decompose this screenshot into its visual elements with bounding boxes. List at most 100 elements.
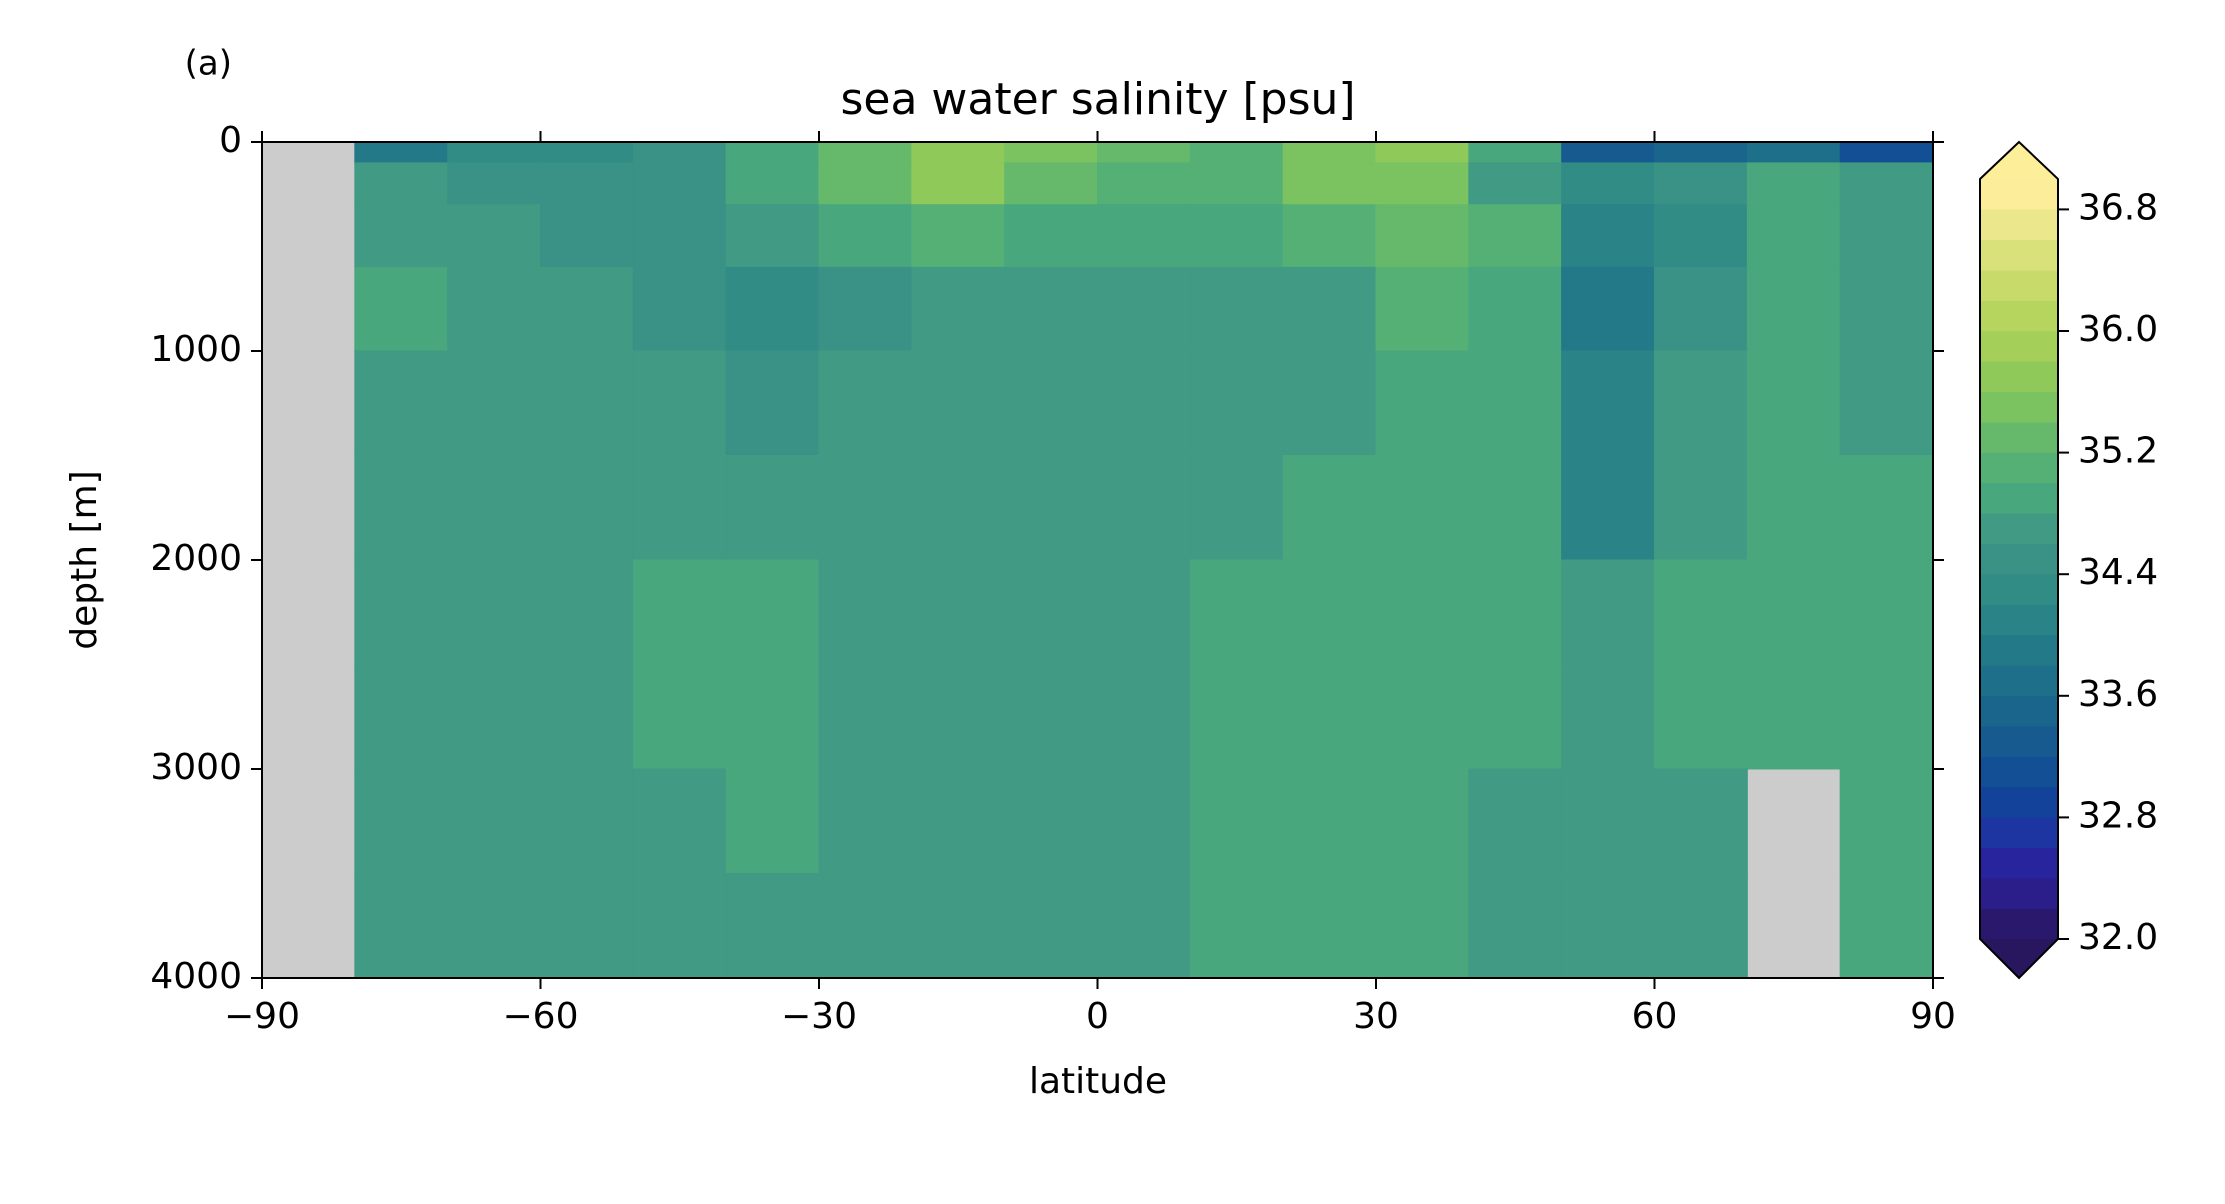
salinity-cell bbox=[1097, 162, 1191, 206]
salinity-cell bbox=[725, 141, 820, 164]
salinity-cell bbox=[354, 873, 449, 979]
salinity-cell bbox=[540, 664, 634, 770]
salinity-cell bbox=[911, 162, 1006, 206]
salinity-cell bbox=[911, 455, 1006, 561]
colorbar-band bbox=[1979, 269, 2059, 301]
salinity-cell bbox=[1097, 455, 1191, 561]
salinity-cell bbox=[1189, 350, 1284, 456]
colorbar-tick-label: 36.0 bbox=[2078, 309, 2158, 350]
salinity-cell bbox=[540, 266, 634, 352]
salinity-cell bbox=[447, 664, 541, 770]
salinity-cell bbox=[1561, 162, 1655, 206]
salinity-cell bbox=[1654, 455, 1748, 561]
salinity-cell bbox=[632, 162, 727, 206]
colorbar-tick-label: 34.4 bbox=[2078, 552, 2158, 593]
salinity-cell bbox=[354, 350, 449, 456]
salinity-cell bbox=[1468, 266, 1563, 352]
salinity-cell bbox=[1839, 141, 1934, 164]
x-axis-label: latitude bbox=[1029, 1061, 1167, 1102]
salinity-cell bbox=[1375, 559, 1470, 665]
salinity-cell bbox=[1375, 768, 1470, 874]
salinity-cell bbox=[1282, 768, 1377, 874]
salinity-cell bbox=[632, 266, 727, 352]
salinity-cell bbox=[354, 162, 449, 206]
salinity-cell bbox=[1839, 768, 1934, 874]
y-tick-label: 4000 bbox=[150, 956, 242, 997]
salinity-cell bbox=[632, 768, 727, 874]
salinity-cell bbox=[447, 162, 541, 206]
salinity-cell bbox=[1561, 768, 1655, 874]
salinity-cell bbox=[1282, 664, 1377, 770]
colorbar-band bbox=[1979, 330, 2059, 362]
salinity-cell bbox=[1468, 350, 1563, 456]
colorbar-band bbox=[1979, 634, 2059, 666]
salinity-cell bbox=[354, 204, 449, 268]
salinity-cell bbox=[725, 559, 820, 665]
salinity-cell bbox=[1282, 162, 1377, 206]
salinity-cell bbox=[1654, 162, 1748, 206]
salinity-cell bbox=[1004, 162, 1099, 206]
salinity-cell bbox=[1839, 266, 1934, 352]
salinity-cell bbox=[540, 350, 634, 456]
salinity-cell bbox=[632, 455, 727, 561]
colorbar-band bbox=[1979, 209, 2059, 241]
colorbar-tick-label: 32.8 bbox=[2078, 795, 2158, 836]
salinity-cell bbox=[1189, 559, 1284, 665]
salinity-cell bbox=[911, 266, 1006, 352]
salinity-cell bbox=[1189, 204, 1284, 268]
salinity-cell bbox=[1282, 266, 1377, 352]
salinity-cell bbox=[354, 664, 449, 770]
colorbar-band bbox=[1979, 604, 2059, 636]
salinity-cell bbox=[1189, 141, 1284, 164]
salinity-cell bbox=[1561, 350, 1655, 456]
salinity-cell bbox=[911, 204, 1006, 268]
salinity-cell bbox=[447, 266, 541, 352]
salinity-cell bbox=[1654, 559, 1748, 665]
colorbar-band bbox=[1979, 695, 2059, 727]
salinity-cell bbox=[1654, 768, 1748, 874]
salinity-cell bbox=[632, 204, 727, 268]
salinity-cell bbox=[1746, 559, 1841, 665]
salinity-cell bbox=[1004, 350, 1099, 456]
salinity-cell bbox=[1282, 204, 1377, 268]
colorbar-band bbox=[1979, 391, 2059, 423]
x-tick-label: −90 bbox=[224, 996, 300, 1037]
salinity-cell bbox=[1189, 266, 1284, 352]
salinity-cell bbox=[540, 873, 634, 979]
salinity-cell bbox=[632, 664, 727, 770]
salinity-cell bbox=[1189, 455, 1284, 561]
salinity-cell bbox=[354, 768, 449, 874]
salinity-cell bbox=[1004, 455, 1099, 561]
salinity-cell bbox=[1561, 873, 1655, 979]
x-tick-label: −60 bbox=[503, 996, 579, 1037]
salinity-cell bbox=[1375, 204, 1470, 268]
salinity-cell bbox=[1468, 768, 1563, 874]
salinity-cell bbox=[1839, 204, 1934, 268]
salinity-cell bbox=[1561, 455, 1655, 561]
salinity-cell bbox=[1561, 141, 1655, 164]
y-tick-label: 1000 bbox=[150, 329, 242, 370]
salinity-cell bbox=[1468, 664, 1563, 770]
salinity-cell bbox=[354, 559, 449, 665]
colorbar-band bbox=[1979, 543, 2059, 575]
salinity-cell bbox=[1839, 873, 1934, 979]
colorbar-band bbox=[1979, 239, 2059, 271]
x-tick-label: 60 bbox=[1632, 996, 1678, 1037]
y-tick-label: 2000 bbox=[150, 538, 242, 579]
salinity-cell bbox=[447, 559, 541, 665]
colorbar-tick-label: 33.6 bbox=[2078, 674, 2158, 715]
salinity-cell bbox=[1189, 768, 1284, 874]
salinity-cell bbox=[1561, 204, 1655, 268]
salinity-cell bbox=[1004, 266, 1099, 352]
x-tick-label: −30 bbox=[781, 996, 857, 1037]
colorbar-band bbox=[1979, 421, 2059, 453]
colorbar-band bbox=[1979, 361, 2059, 393]
salinity-cell bbox=[1282, 141, 1377, 164]
salinity-cell bbox=[1746, 664, 1841, 770]
colorbar-tick-label: 32.0 bbox=[2078, 917, 2158, 958]
chart-title: sea water salinity [psu] bbox=[840, 74, 1355, 125]
salinity-cell bbox=[1654, 204, 1748, 268]
salinity-cell bbox=[725, 350, 820, 456]
salinity-cell bbox=[1282, 455, 1377, 561]
colorbar-band bbox=[1979, 482, 2059, 514]
